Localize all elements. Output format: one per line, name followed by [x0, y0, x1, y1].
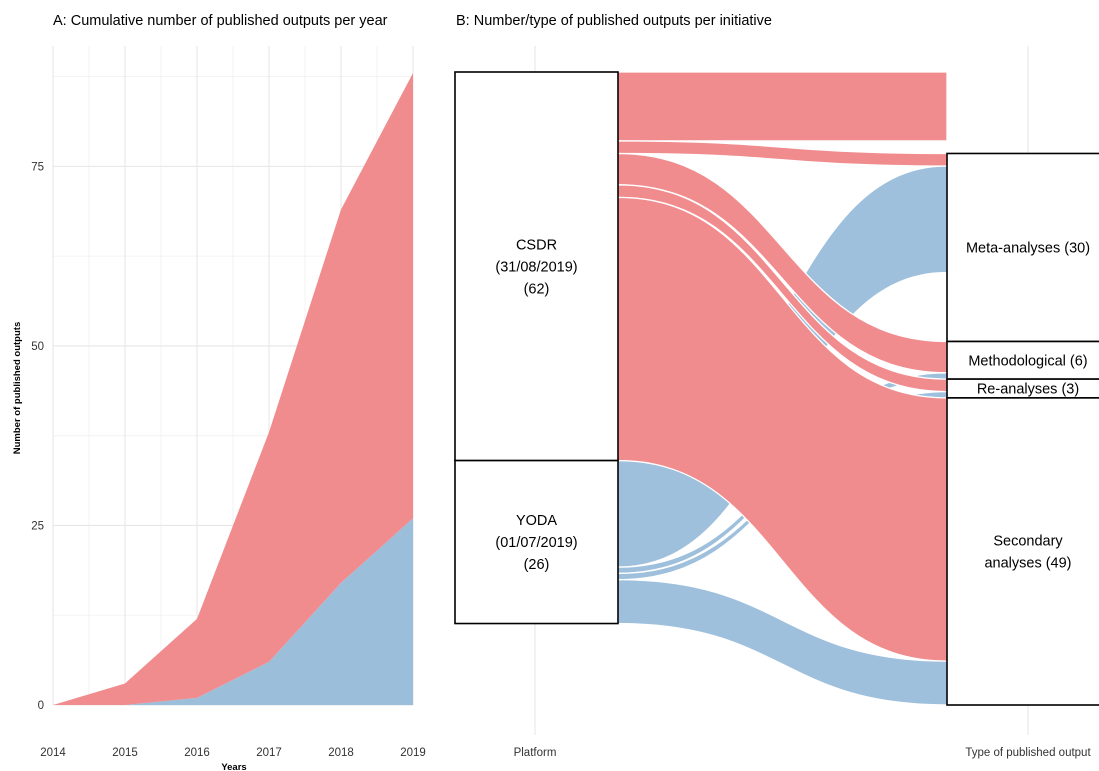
panel-a-x-tick-label: 2017 [256, 747, 282, 759]
platform-node-yoda [454, 459, 619, 625]
output-node-secondary [946, 397, 1099, 706]
panel-a-title: A: Cumulative number of published output… [53, 13, 388, 29]
flow-csdr-none [617, 71, 948, 142]
area-series-yoda [53, 518, 413, 705]
panel-a-y-tick-label: 75 [31, 161, 44, 173]
panel-a-y-tick-label: 0 [38, 700, 44, 712]
panel-b-title: B: Number/type of published outputs per … [456, 13, 772, 29]
panel-a-x-ticks: 2014 2015 2016 2017 2018 2019 [40, 747, 426, 759]
platform-node-label: (31/08/2019) [495, 259, 577, 275]
panel-b-alluvial-chart: B: Number/type of published outputs per … [454, 13, 1099, 759]
panel-a-y-tick-label: 50 [31, 341, 44, 353]
panel-b-x-axis-label-platform: Platform [514, 747, 557, 759]
output-node-label: Methodological (6) [968, 353, 1087, 369]
panel-a-x-axis-label: Years [221, 762, 246, 771]
panel-a-y-ticks: 0 25 50 75 [31, 161, 44, 712]
platform-node-label: YODA [516, 513, 557, 529]
platform-node-label: CSDR [516, 237, 557, 253]
panel-a-areas [53, 73, 413, 705]
platform-node-label: (01/07/2019) [495, 535, 577, 551]
panel-a-x-tick-label: 2014 [40, 747, 66, 759]
platform-node-csdr [454, 71, 619, 462]
output-node-label: Secondary [993, 533, 1063, 549]
panel-a-x-tick-label: 2015 [112, 747, 138, 759]
panel-b-flows [617, 71, 948, 706]
panel-a-y-axis-label: Number of published outputs [12, 322, 23, 454]
output-node-label: analyses (49) [984, 555, 1071, 571]
panel-a-area-chart: A: Cumulative number of published output… [12, 13, 426, 771]
panel-a-x-tick-label: 2019 [400, 747, 426, 759]
area-series-csdr [53, 73, 413, 705]
panel-a-y-tick-label: 25 [31, 520, 44, 532]
platform-node-label: (26) [524, 557, 550, 573]
platform-node-label: (62) [524, 281, 550, 297]
panel-b-x-axis-label-type: Type of published output [965, 747, 1091, 759]
panel-a-x-tick-label: 2016 [184, 747, 210, 759]
output-node-label: Re-analyses (3) [977, 382, 1079, 398]
panel-a-x-tick-label: 2018 [328, 747, 354, 759]
panel-b-nodes: CSDR (31/08/2019) (62) YODA (01/07/2019) (26)… [454, 71, 1099, 706]
output-node-label: Meta-analyses (30) [966, 240, 1090, 256]
output-node-meta [946, 152, 1099, 343]
